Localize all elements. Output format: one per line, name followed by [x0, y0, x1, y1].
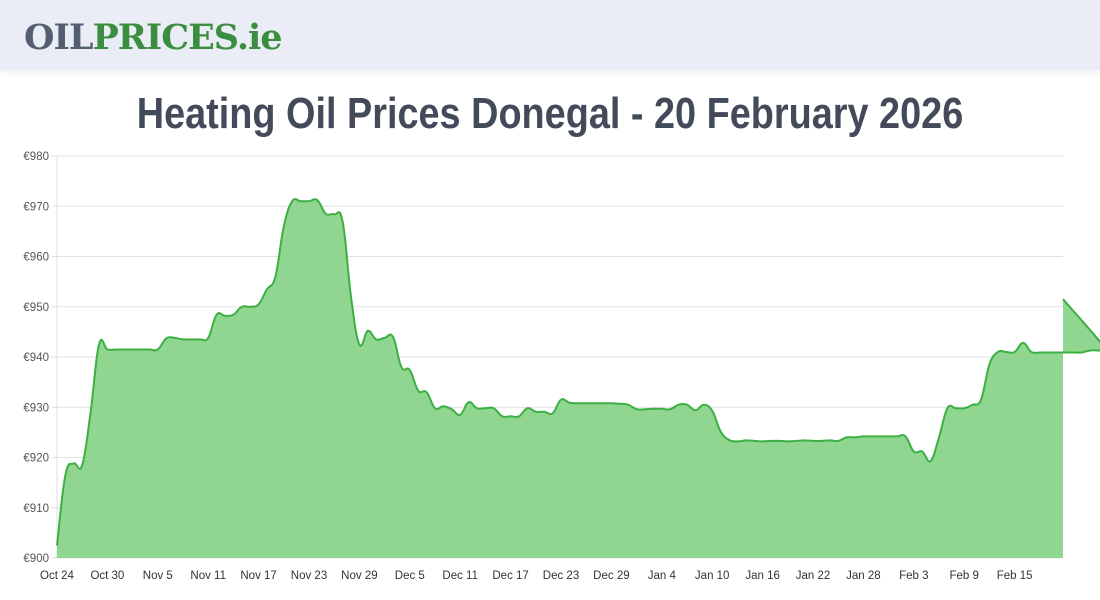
logo-prices: PRICES.ie [92, 17, 282, 58]
x-tick-label: Dec 29 [593, 570, 629, 582]
x-tick-label: Jan 28 [846, 570, 881, 582]
x-tick-label: Nov 17 [240, 570, 276, 582]
y-tick-label: €960 [23, 252, 49, 264]
x-axis: Oct 24 Oct 30 Nov 5 Nov 11 Nov 17 Nov 23 Nov 2… [40, 570, 1032, 582]
x-tick-label: Nov 29 [341, 570, 377, 582]
y-tick-label: €940 [23, 352, 49, 364]
x-tick-label: Feb 15 [997, 570, 1033, 582]
y-tick-label: €910 [23, 503, 49, 515]
page-title: Heating Oil Prices Donegal - 20 February… [136, 89, 964, 138]
x-tick-label: Feb 9 [949, 570, 978, 582]
y-tick-label: €900 [23, 553, 49, 565]
x-tick-label: Dec 17 [492, 570, 528, 582]
site-header: OILPRICES.ie [0, 0, 1100, 70]
x-tick-label: Feb 3 [899, 570, 928, 582]
x-tick-label: Oct 30 [90, 570, 124, 582]
y-tick-label: €980 [23, 151, 49, 163]
y-tick-label: €950 [23, 302, 49, 314]
site-logo[interactable]: OILPRICES.ie [24, 16, 283, 60]
x-tick-label: Nov 11 [190, 570, 226, 582]
y-tick-label: €920 [23, 453, 49, 465]
x-tick-label: Dec 5 [395, 570, 425, 582]
chart-area-fill [57, 199, 1100, 558]
x-tick-label: Dec 23 [543, 570, 579, 582]
y-tick-label: €970 [23, 201, 49, 213]
chart-line [56, 198, 1100, 546]
y-tick-label: €930 [23, 402, 49, 414]
x-tick-label: Jan 10 [695, 570, 730, 582]
x-tick-label: Oct 24 [40, 570, 74, 582]
x-tick-label: Jan 16 [745, 570, 780, 582]
logo-oil: OIL [24, 17, 93, 58]
x-tick-label: Dec 11 [442, 570, 478, 582]
x-tick-label: Nov 5 [143, 570, 173, 582]
y-axis: €900 €910 €920 €930 €940 €950 €960 €970 €980 [23, 151, 49, 565]
x-tick-label: Jan 4 [648, 570, 677, 582]
x-tick-label: Jan 22 [796, 570, 831, 582]
x-tick-label: Nov 23 [291, 570, 327, 582]
